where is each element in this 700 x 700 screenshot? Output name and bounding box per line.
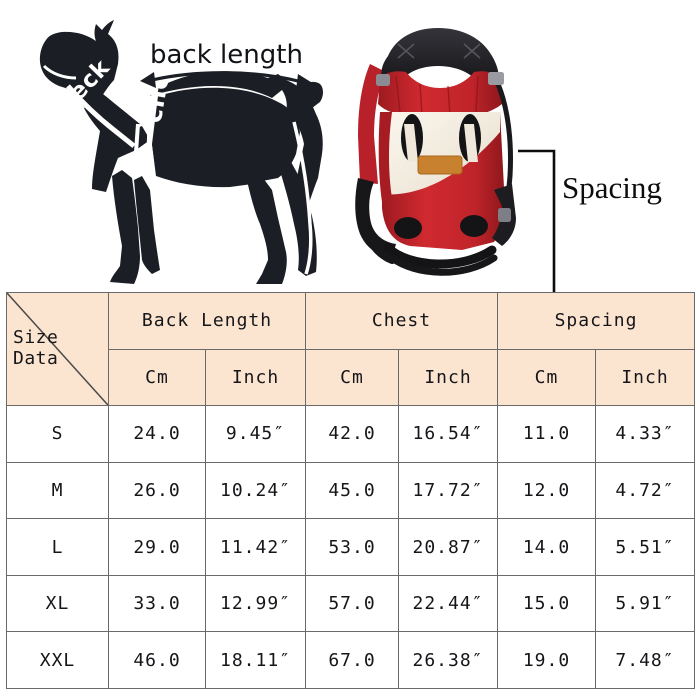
neck-divider-line [66,84,136,148]
cell-chest-inch: 17.72″ [398,461,498,520]
muzzle-line [42,64,77,80]
spacing-callout-label: Spacing [562,170,662,205]
strap-left-lower [362,222,396,264]
cell-size: L [6,518,109,576]
cell-spacing-inch: 5.91″ [594,574,696,633]
buckle-bottom-right [498,208,511,222]
header-unit-spacing-inch: Inch [594,348,696,407]
size-chart-table: Size Data Back Length Chest Spacing Cm I… [6,291,696,689]
cell-back-cm: 26.0 [108,461,206,520]
table-row: XL 33.0 12.99″ 57.0 22.44″ 15.0 5.91″ [6,574,696,633]
chest-divider-line [146,87,159,181]
size-chart-table-container: Size Data Back Length Chest Spacing Cm I… [6,291,696,689]
cell-chest-cm: 53.0 [305,518,399,576]
cell-spacing-cm: 11.0 [497,405,596,463]
table-row: M 26.0 10.24″ 45.0 17.72″ 12.0 4.72″ [6,461,696,520]
cell-size: M [6,461,109,520]
cell-chest-inch: 22.44″ [398,574,498,633]
cell-back-inch: 9.45″ [205,405,306,463]
cell-spacing-inch: 5.51″ [594,518,696,576]
cell-back-inch: 18.11″ [205,631,306,689]
leg-tab-left [404,124,418,162]
bottom-strap-secondary [388,254,498,276]
cell-spacing-inch: 4.72″ [594,461,696,520]
leg-hole-lower-left [394,217,422,239]
dog-front-leg [110,170,140,284]
shoulder-strap-left-pad [355,178,396,258]
header-group-spacing: Spacing [496,292,696,350]
dog-hind-leg [246,174,287,284]
dog-shoulder-shape [84,105,150,192]
dog-label-back-length: back length [150,40,303,70]
cell-chest-cm: 42.0 [305,405,399,463]
cell-back-cm: 29.0 [108,518,206,576]
table-header-group-row: Size Data Back Length Chest Spacing [6,291,696,407]
bottom-strap-main [383,243,497,269]
spacing-bracket-icon [514,148,560,298]
collar-stitch-left [397,43,415,59]
cell-back-cm: 33.0 [108,574,206,633]
cell-spacing-cm: 19.0 [497,631,596,689]
leg-tab-right [464,124,478,162]
cell-spacing-cm: 14.0 [497,518,596,576]
dog-head-shape [39,20,119,107]
corner-size-data-cell: Size Data [6,291,109,407]
cell-spacing-cm: 12.0 [497,461,596,520]
table-row: S 24.0 9.45″ 42.0 16.54″ 11.0 4.33″ [6,405,696,463]
header-unit-back-cm: Cm [108,348,206,407]
header-group-chest: Chest [305,292,498,350]
dog-hind-leg-far [278,160,317,276]
header-unit-chest-cm: Cm [305,348,399,407]
cell-size: S [6,405,109,463]
hind-leg-contour [292,121,313,275]
illustration-area: neck chest back length [0,0,700,297]
table-row: L 29.0 11.42″ 53.0 20.87″ 14.0 5.51″ [6,518,696,576]
cell-chest-inch: 20.87″ [398,518,498,576]
carrier-left-red-edge [378,112,392,202]
cell-back-inch: 10.24″ [205,461,306,520]
buckle-right [488,72,504,85]
corner-size-data-label: Size Data [13,327,59,370]
header-unit-spacing-cm: Cm [497,348,596,407]
cell-size: XL [6,574,109,633]
cell-chest-inch: 16.54″ [398,405,498,463]
pet-carrier-backpack-photo [352,12,527,290]
shoulder-strap-left [358,64,386,184]
drawstring-fold [395,75,479,117]
cell-back-inch: 12.99″ [205,574,306,633]
shoulder-divider-line [133,123,142,177]
leg-hole-lower-right [460,215,488,237]
cell-chest-cm: 45.0 [305,461,399,520]
cell-back-cm: 24.0 [108,405,206,463]
dog-neck-band [70,84,140,138]
dog-front-leg-rear [134,176,160,274]
leather-patch [417,155,463,175]
dog-belly-shape [152,144,260,188]
header-unit-chest-inch: Inch [398,348,498,407]
cell-spacing-inch: 4.33″ [594,405,696,463]
drawstring-band [378,71,502,116]
buckle-left [376,74,390,86]
cell-back-inch: 11.42″ [205,518,306,576]
cell-spacing-inch: 7.48″ [594,631,696,689]
cell-chest-inch: 26.38″ [398,631,498,689]
cell-chest-cm: 57.0 [305,574,399,633]
back-length-arrow-icon [136,66,316,98]
dog-tail [298,81,323,108]
table-row: XXL 46.0 18.11″ 67.0 26.38″ 19.0 7.48″ [6,631,696,689]
header-unit-back-inch: Inch [205,348,306,407]
table-header-unit-row: Cm Inch Cm Inch Cm Inch [7,348,696,407]
header-group-back-length: Back Length [108,292,306,350]
collar-stitch-right [463,43,481,59]
corner-diagonal-line [7,293,108,406]
carrier-collar [381,28,499,92]
cell-spacing-cm: 15.0 [497,574,596,633]
dog-measurement-diagram [10,4,340,292]
cell-chest-cm: 67.0 [305,631,399,689]
cell-back-cm: 46.0 [108,631,206,689]
cell-size: XXL [6,631,109,689]
